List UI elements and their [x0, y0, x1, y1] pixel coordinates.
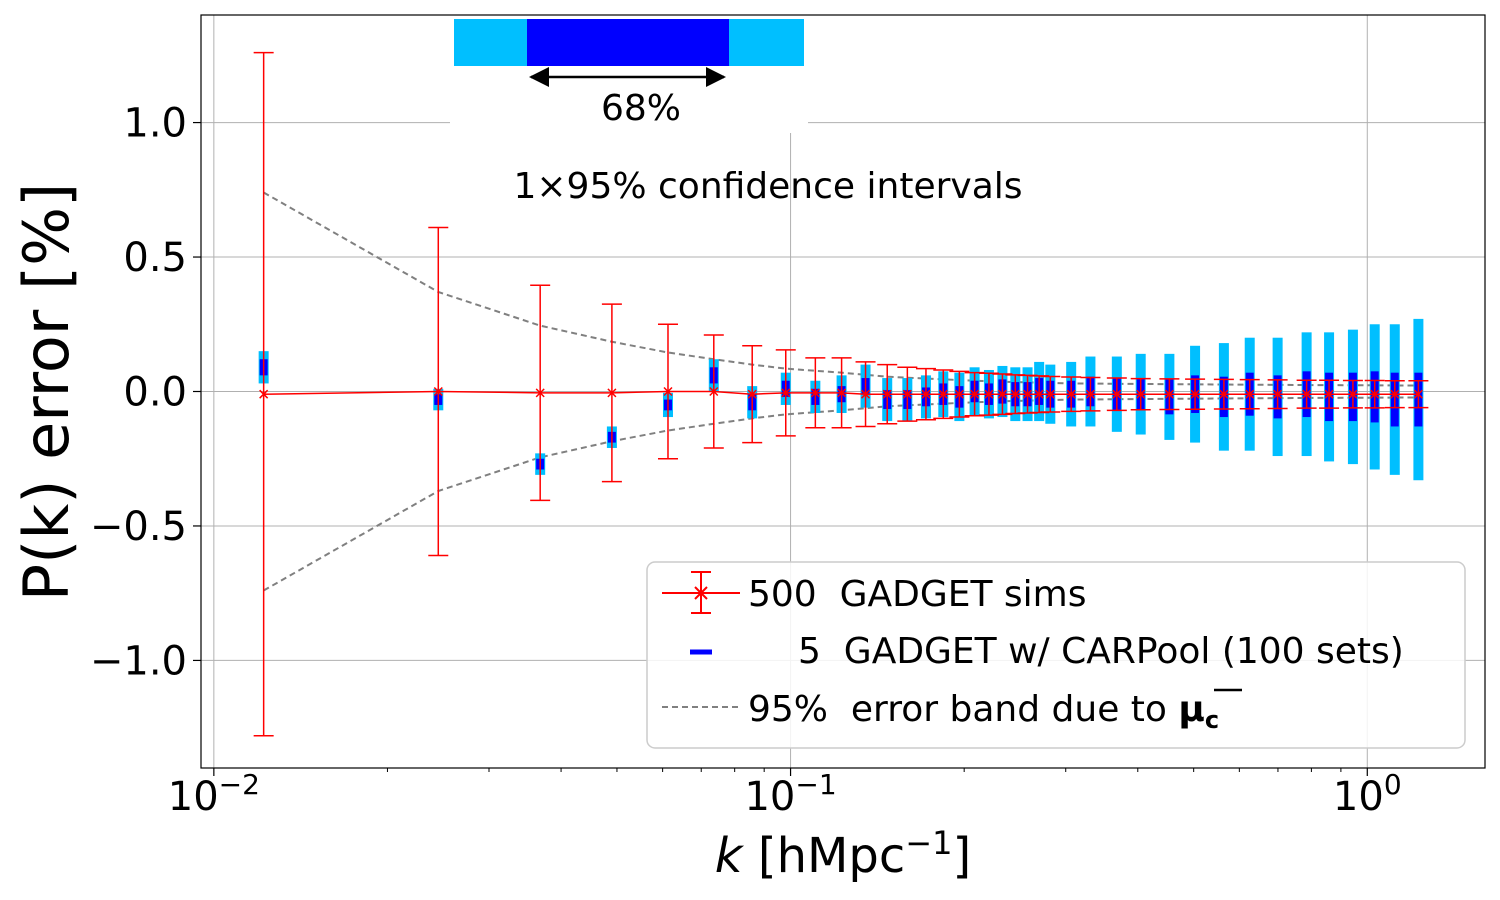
gadget-marker-9 — [837, 388, 847, 398]
gadget-marker-22 — [1045, 389, 1055, 399]
gadget-marker-32 — [1302, 389, 1312, 399]
gadget-marker-20 — [1023, 389, 1033, 399]
gadget-marker-23 — [1066, 389, 1076, 399]
x-tick-label-0: 10−2 — [168, 768, 260, 820]
x-axis-label: k [hMpc−1] — [715, 824, 971, 884]
x-tick-label-2: 100 — [1333, 768, 1402, 820]
gadget-marker-30 — [1245, 389, 1255, 399]
inset-caption: 1×95% confidence intervals — [513, 166, 1022, 207]
gadget-marker-24 — [1085, 389, 1095, 399]
x-tick-label-1: 10−1 — [744, 768, 836, 820]
gadget-marker-6 — [747, 389, 757, 399]
inset-95-right — [729, 19, 804, 66]
gadget-marker-25 — [1112, 389, 1122, 399]
inset-68-bar — [527, 19, 729, 66]
gadget-marker-10 — [861, 389, 871, 399]
gadget-marker-21 — [1034, 389, 1044, 399]
gadget-marker-29 — [1219, 389, 1229, 399]
gadget-marker-12 — [902, 389, 912, 399]
gadget-marker-31 — [1273, 389, 1283, 399]
inset-annotation: 68% 1×95% confidence intervals — [450, 15, 1023, 207]
y-ticks: 1.0 0.5 0.0 −0.5 −1.0 — [90, 101, 201, 684]
y-tick-label-3: −0.5 — [90, 504, 187, 550]
legend-gadget-handle — [662, 571, 740, 614]
gadget-marker-17 — [984, 389, 994, 399]
gadget-marker-18 — [997, 389, 1007, 399]
gadget-marker-35 — [1370, 389, 1380, 399]
gadget-marker-8 — [810, 388, 820, 398]
legend: 500 GADGET sims 5 GADGET w/ CARPool (100… — [646, 561, 1466, 749]
gadget-marker-7 — [781, 388, 791, 398]
gadget-mean-line — [263, 390, 1419, 395]
gadget-marker-37 — [1413, 389, 1423, 399]
legend-carpool-label: 5 GADGET w/ CARPool (100 sets) — [798, 631, 1404, 672]
legend-band-label: 95% error band due to μc — [748, 689, 1219, 734]
y-tick-label-4: −1.0 — [90, 638, 187, 684]
gadget-marker-33 — [1324, 389, 1334, 399]
y-tick-label-0: 1.0 — [123, 101, 187, 147]
y-tick-label-2: 0.0 — [123, 370, 187, 416]
gadget-marker-13 — [921, 389, 931, 399]
gadget-marker-16 — [970, 389, 980, 399]
x-ticks: 10−2 10−1 100 — [168, 768, 1402, 820]
y-axis-label: P(k) error [%] — [10, 183, 83, 601]
gadget-marker-3 — [607, 388, 617, 398]
gadget-marker-1 — [433, 386, 443, 397]
y-tick-label-1: 0.5 — [123, 235, 187, 281]
gadget-marker-0 — [259, 389, 269, 399]
gadget-marker-4 — [663, 386, 673, 397]
legend-gadget-label: 500 GADGET sims — [748, 574, 1087, 615]
gadget-marker-11 — [882, 389, 892, 399]
gadget-marker-19 — [1010, 389, 1020, 399]
inset-label: 68% — [601, 88, 681, 129]
gadget-marker-26 — [1136, 389, 1146, 399]
legend-box — [646, 561, 1466, 749]
gadget-marker-5 — [709, 386, 719, 397]
gadget-marker-14 — [938, 389, 948, 399]
gadget-errorbar-layer — [253, 51, 1429, 737]
gadget-marker-2 — [535, 388, 545, 398]
gadget-marker-28 — [1190, 389, 1200, 399]
gadget-marker-15 — [954, 389, 964, 399]
inset-95-left — [454, 19, 527, 66]
gadget-marker-27 — [1164, 389, 1174, 399]
gadget-marker-34 — [1348, 389, 1358, 399]
gadget-marker-36 — [1390, 389, 1400, 399]
plot-marks — [253, 51, 1429, 737]
